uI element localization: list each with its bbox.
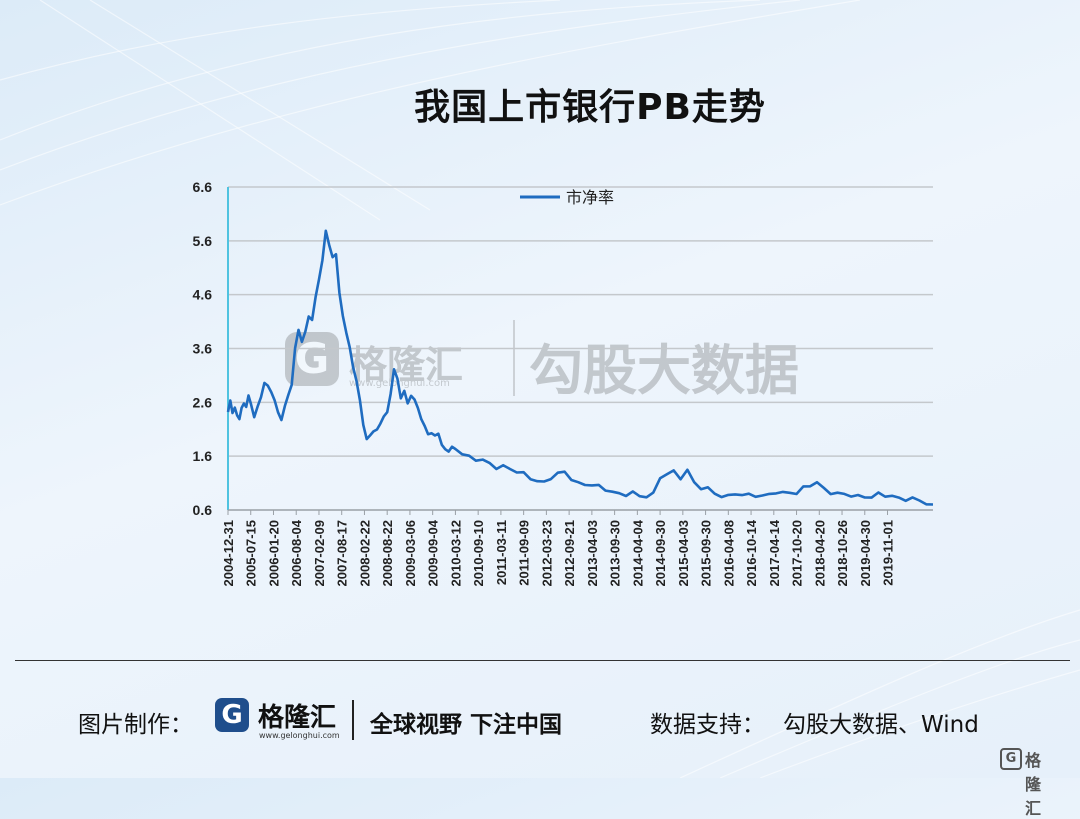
footer-source: 勾股大数据、Wind [783, 712, 979, 738]
footer-logo-icon: G [215, 698, 249, 732]
footer-url: www.gelonghui.com [259, 731, 340, 740]
x-tick-label: 2013-04-03 [585, 520, 600, 587]
x-tick-label: 2009-03-06 [403, 520, 418, 587]
x-tick-label: 2011-03-11 [494, 520, 509, 585]
x-tick-label: 2012-03-23 [539, 520, 554, 587]
x-tick-label: 2006-01-20 [266, 520, 281, 587]
x-tick-label: 2017-04-14 [767, 519, 782, 586]
x-tick-label: 2017-10-20 [790, 520, 805, 587]
x-tick-label: 2016-04-08 [721, 520, 736, 587]
watermark-brand: 格隆汇 [349, 343, 464, 387]
x-tick-label: 2005-07-15 [244, 520, 259, 587]
x-tick-label: 2015-09-30 [699, 520, 714, 587]
y-tick-label: 0.6 [193, 502, 213, 518]
x-tick-label: 2004-12-31 [221, 520, 236, 587]
x-tick-label: 2012-09-21 [562, 520, 577, 587]
y-tick-label: 1.6 [193, 448, 213, 464]
corner-logo-icon: G [1000, 748, 1022, 770]
x-tick-label: 2019-11-01 [881, 520, 896, 586]
x-tick-label: 2019-04-30 [858, 520, 873, 587]
background-decoration [0, 0, 1080, 778]
footer-separator [352, 700, 354, 740]
footer-label: 图片制作： [78, 712, 193, 738]
x-tick-label: 2018-04-20 [812, 520, 827, 587]
x-tick-label: 2008-02-22 [357, 520, 372, 587]
corner-logo-text: 格隆汇 [1025, 751, 1042, 818]
series-line [226, 229, 934, 506]
x-tick-label: 2006-08-04 [289, 519, 304, 586]
footer-brand: 格隆汇 [258, 703, 337, 733]
y-tick-label: 2.6 [193, 394, 213, 410]
x-tick-label: 2008-08-22 [380, 520, 395, 587]
footer-slogan: 全球视野 下注中国 [370, 712, 563, 738]
watermark-separator [513, 320, 515, 396]
x-tick-label: 2015-04-03 [676, 520, 691, 587]
x-tick-label: 2013-09-30 [608, 520, 623, 587]
x-tick-label: 2014-09-30 [653, 520, 668, 587]
x-tick-label: 2014-04-04 [630, 519, 645, 586]
x-tick-label: 2009-09-04 [426, 519, 441, 586]
watermark-text: 勾股大数据 [529, 339, 799, 402]
x-tick-label: 2010-03-12 [448, 520, 463, 587]
footer-divider [15, 660, 1070, 661]
x-tick-label: 2007-08-17 [335, 520, 350, 587]
y-tick-label: 4.6 [193, 287, 213, 303]
x-tick-label: 2011-09-09 [517, 520, 532, 586]
pb-line-chart: 0.6 1.6 2.6 3.6 4.6 5.6 6.6 2004-12-31 2005-07-1… [193, 179, 934, 587]
y-tick-label: 5.6 [193, 233, 213, 249]
x-tick-label: 2007-02-09 [312, 520, 327, 587]
y-tick-label: 6.6 [193, 179, 213, 195]
legend-label: 市净率 [566, 188, 614, 207]
y-tick-label: 3.6 [193, 341, 213, 357]
chart-title: 我国上市银行PB走势 [414, 87, 766, 128]
x-tick-label: 2018-10-26 [835, 520, 850, 587]
x-tick-label: 2010-09-10 [471, 520, 486, 587]
footer-source-label: 数据支持： [650, 712, 765, 738]
x-tick-label: 2016-10-14 [744, 519, 759, 586]
